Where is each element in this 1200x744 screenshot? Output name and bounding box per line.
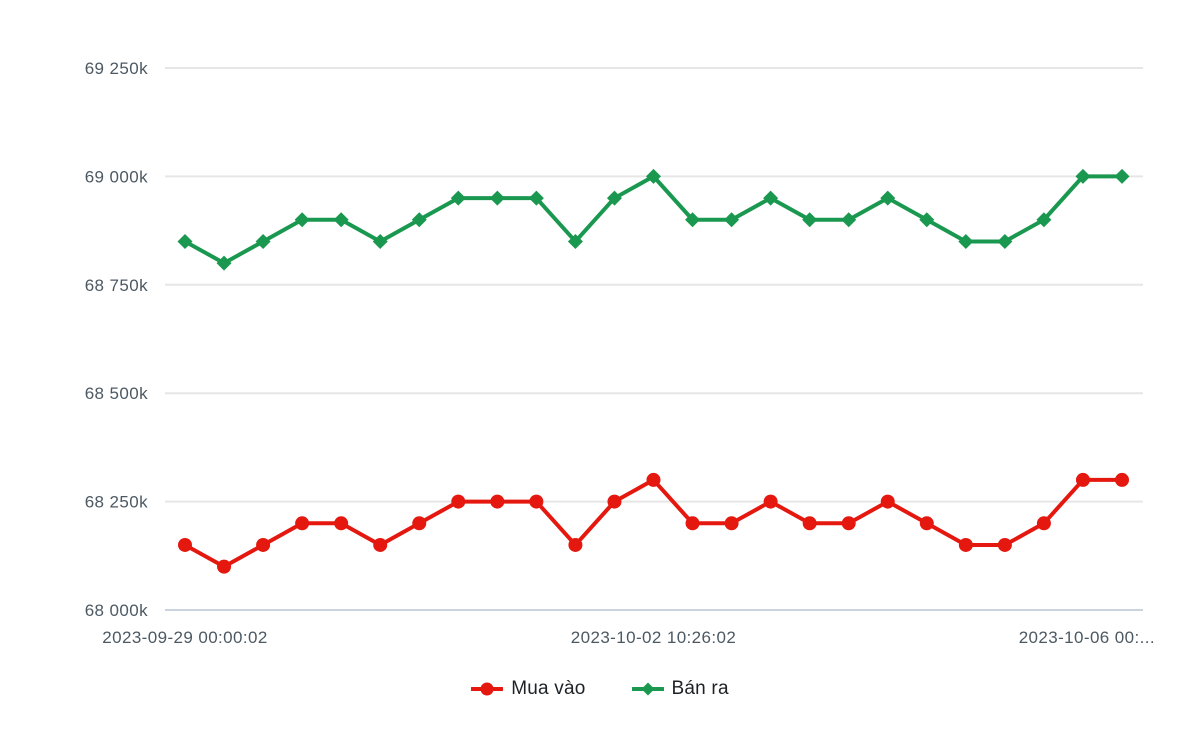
legend-label-mua-vao: Mua vào	[511, 678, 586, 699]
data-point-marker[interactable]	[763, 494, 778, 509]
data-point-marker[interactable]	[646, 472, 661, 487]
series-line-ban-ra	[183, 174, 1124, 266]
data-point-marker[interactable]	[294, 212, 310, 228]
legend-item-mua-vao[interactable]: Mua vào	[471, 678, 585, 700]
x-tick-label: 2023-09-29 00:00:02	[102, 628, 267, 647]
data-point-marker[interactable]	[255, 233, 271, 249]
data-point-marker[interactable]	[919, 516, 934, 531]
data-point-marker[interactable]	[178, 537, 192, 552]
data-point-marker[interactable]	[1115, 472, 1129, 487]
data-point-marker[interactable]	[958, 537, 973, 552]
legend-item-ban-ra[interactable]: Bán ra	[631, 678, 729, 700]
data-point-marker[interactable]	[529, 494, 544, 509]
data-point-marker[interactable]	[490, 494, 505, 509]
x-tick-label: 2023-10-06 00:...	[1019, 628, 1155, 647]
y-tick-label: 69 250k	[85, 59, 148, 78]
data-point-marker[interactable]	[802, 516, 817, 531]
chart-legend: Mua vào Bán ra	[0, 672, 1200, 706]
data-point-marker[interactable]	[411, 212, 427, 228]
data-point-marker[interactable]	[451, 494, 466, 509]
data-point-marker[interactable]	[489, 190, 505, 206]
y-tick-label: 69 000k	[85, 167, 148, 186]
series-line-mua-vao	[183, 477, 1124, 569]
data-point-marker[interactable]	[880, 190, 896, 206]
data-point-marker[interactable]	[958, 233, 974, 249]
buy-series-marker-icon	[471, 680, 504, 698]
data-point-marker[interactable]	[1036, 212, 1052, 228]
data-point-marker[interactable]	[685, 212, 701, 228]
data-point-marker[interactable]	[763, 190, 779, 206]
data-point-marker[interactable]	[724, 212, 740, 228]
y-tick-label: 68 250k	[85, 493, 148, 512]
price-chart-svg: 69 250k 69 000k 68 750k 68 500k 68 250k 68 00…	[85, 59, 1155, 647]
sell-series-marker-icon	[631, 680, 664, 698]
series-group	[177, 168, 1130, 574]
gridlines-group	[165, 67, 1143, 611]
data-point-marker[interactable]	[841, 516, 856, 531]
x-tick-label: 2023-10-02 10:26:02	[571, 628, 736, 647]
data-point-marker[interactable]	[841, 212, 857, 228]
data-point-marker[interactable]	[997, 233, 1013, 249]
data-point-marker[interactable]	[1075, 472, 1090, 487]
data-point-marker[interactable]	[685, 516, 700, 531]
x-axis-labels: 2023-09-29 00:00:02 2023-10-02 10:26:02 20…	[102, 628, 1155, 647]
data-point-marker[interactable]	[256, 537, 271, 552]
data-point-marker[interactable]	[216, 255, 232, 271]
y-tick-label: 68 000k	[85, 601, 148, 620]
data-point-marker[interactable]	[1114, 168, 1130, 184]
data-point-marker[interactable]	[450, 190, 466, 206]
data-point-marker[interactable]	[606, 190, 622, 206]
data-point-marker[interactable]	[880, 494, 895, 509]
data-point-marker[interactable]	[568, 537, 583, 552]
y-tick-label: 68 750k	[85, 276, 148, 295]
data-point-marker[interactable]	[217, 559, 232, 574]
data-point-marker[interactable]	[528, 190, 544, 206]
data-point-marker[interactable]	[412, 516, 427, 531]
data-point-marker[interactable]	[567, 233, 583, 249]
data-point-marker[interactable]	[177, 233, 193, 249]
data-point-marker[interactable]	[919, 212, 935, 228]
y-tick-label: 68 500k	[85, 384, 148, 403]
data-point-marker[interactable]	[295, 516, 310, 531]
data-point-marker[interactable]	[372, 233, 388, 249]
data-point-marker[interactable]	[334, 516, 349, 531]
data-point-marker[interactable]	[1036, 516, 1051, 531]
data-point-marker[interactable]	[1075, 168, 1091, 184]
data-point-marker[interactable]	[724, 516, 739, 531]
y-axis-labels: 69 250k 69 000k 68 750k 68 500k 68 250k 68 00…	[85, 59, 148, 620]
data-point-marker[interactable]	[333, 212, 349, 228]
data-point-marker[interactable]	[802, 212, 818, 228]
data-point-marker[interactable]	[997, 537, 1012, 552]
data-point-marker[interactable]	[607, 494, 622, 509]
legend-label-ban-ra: Bán ra	[671, 678, 729, 699]
data-point-marker[interactable]	[373, 537, 388, 552]
data-point-marker[interactable]	[646, 168, 661, 184]
